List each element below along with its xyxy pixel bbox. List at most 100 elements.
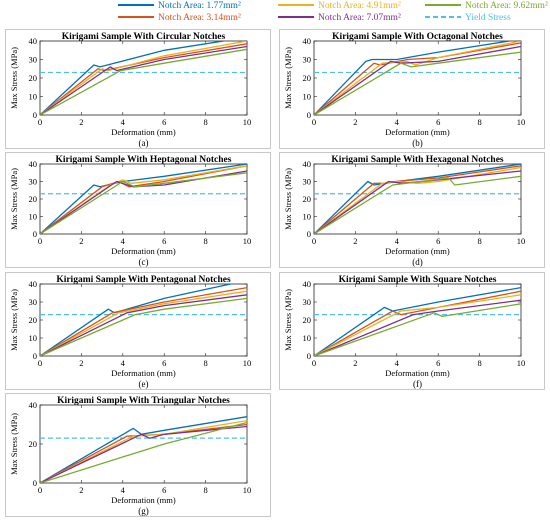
plot-area (39, 283, 248, 357)
series-line (40, 421, 247, 483)
y-tick-label: 20 (29, 194, 38, 204)
x-tick-label: 8 (477, 236, 481, 246)
x-tick-label: 0 (38, 358, 42, 368)
x-tick-label: 6 (162, 358, 166, 368)
x-tick-label: 4 (121, 358, 126, 368)
series-line (40, 425, 247, 483)
x-tick-label: 6 (162, 117, 166, 127)
x-tick-label: 0 (312, 117, 316, 127)
y-tick-label: 40 (29, 36, 38, 46)
series-line (40, 41, 228, 115)
x-axis-label: Deformation (mm) (111, 246, 176, 256)
y-tick-label: 10 (303, 92, 312, 102)
y-tick-label: 40 (29, 279, 38, 289)
x-tick-label: 2 (79, 485, 83, 495)
x-tick-label: 4 (395, 358, 400, 368)
y-tick-label: 10 (303, 212, 312, 222)
chart-panel-circular: Kirigami Sample With Circular Notches 0 2 4… (5, 29, 271, 149)
y-tick-label: 0 (307, 110, 311, 120)
legend-label: Notch Area: 1.77mm² (158, 1, 241, 11)
plot-area (39, 40, 248, 116)
x-tick-label: 6 (436, 358, 440, 368)
y-tick-label: 40 (303, 159, 312, 169)
chart-panel-heptagonal: Kirigami Sample With Heptagonal Notches 0… (5, 152, 271, 268)
y-tick-label: 0 (307, 351, 311, 361)
y-tick-label: 30 (29, 297, 38, 307)
chart-panel-hexagonal: Kirigami Sample With Hexagonal Notches 0 2… (279, 152, 545, 268)
x-tick-label: 6 (162, 485, 166, 495)
chart-title: Kirigami Sample With Heptagonal Notches (56, 155, 232, 165)
chart-panel-octagonal: Kirigami Sample With Octagonal Notches 0 2… (279, 29, 545, 149)
y-tick-label: 0 (307, 229, 311, 239)
x-tick-label: 8 (203, 358, 207, 368)
x-tick-label: 2 (353, 236, 357, 246)
y-tick-label: 0 (33, 478, 37, 488)
series-line (314, 299, 521, 356)
y-axis-label: Max Stress (MPa) (9, 168, 19, 230)
chart-title: Kirigami Sample With Circular Notches (62, 32, 226, 42)
y-tick-label: 20 (303, 315, 312, 325)
y-tick-label: 30 (29, 55, 38, 65)
x-tick-label: 6 (436, 236, 440, 246)
x-tick-label: 8 (203, 485, 207, 495)
chart-title: Kirigami Sample With Square Notches (339, 275, 497, 285)
chart-title: Kirigami Sample With Pentagonal Notches (56, 275, 231, 285)
x-tick-label: 8 (477, 358, 481, 368)
chart-title: Kirigami Sample With Hexagonal Notches (331, 155, 504, 165)
panel-caption: (f) (413, 379, 422, 389)
y-tick-label: 30 (303, 297, 312, 307)
y-tick-label: 0 (33, 229, 37, 239)
x-axis-label: Deformation (mm) (385, 368, 450, 378)
x-tick-label: 0 (38, 236, 42, 246)
panel-caption: (g) (138, 506, 149, 516)
x-tick-label: 6 (162, 236, 166, 246)
series-line (40, 419, 247, 483)
panel-caption: (d) (412, 257, 423, 267)
series-line (314, 294, 521, 356)
x-axis-label: Deformation (mm) (111, 495, 176, 505)
plot-area (313, 163, 522, 235)
y-tick-label: 30 (29, 177, 38, 187)
legend-item: Notch Area: 3.14mm² (118, 13, 241, 23)
y-tick-label: 10 (29, 92, 38, 102)
y-tick-label: 40 (29, 400, 38, 410)
y-axis-label: Max Stress (MPa) (9, 289, 19, 351)
legend-item: Notch Area: 4.91mm² (278, 1, 401, 11)
x-tick-label: 8 (477, 117, 481, 127)
x-tick-label: 2 (79, 358, 83, 368)
series-line (40, 45, 247, 115)
x-tick-label: 4 (395, 117, 400, 127)
y-tick-label: 10 (303, 333, 312, 343)
x-tick-label: 4 (121, 485, 126, 495)
series-line (40, 297, 247, 356)
chart-panel-triangular: Kirigami Sample With Triangular Notches 0… (5, 393, 271, 517)
y-tick-label: 0 (33, 110, 37, 120)
x-axis-label: Deformation (mm) (111, 127, 176, 137)
legend-label: Notch Area: 4.91mm² (318, 1, 401, 11)
x-tick-label: 0 (312, 236, 316, 246)
x-tick-label: 2 (353, 358, 357, 368)
y-tick-label: 20 (29, 315, 38, 325)
x-tick-label: 10 (517, 358, 526, 368)
x-tick-label: 0 (312, 358, 316, 368)
y-tick-label: 10 (29, 333, 38, 343)
series-line (314, 51, 521, 115)
x-tick-label: 0 (38, 485, 42, 495)
series-line (40, 286, 247, 356)
x-tick-label: 2 (79, 117, 83, 127)
series-line (314, 303, 521, 356)
panel-caption: (a) (139, 138, 149, 148)
series-line (40, 48, 247, 115)
chart-panel-pentagonal: Kirigami Sample With Pentagonal Notches 0… (5, 272, 271, 390)
legend-label: Notch Area: 9.62mm² (465, 1, 548, 11)
x-tick-label: 10 (517, 117, 526, 127)
x-axis-label: Deformation (mm) (385, 246, 450, 256)
y-tick-label: 40 (303, 36, 312, 46)
series-line (40, 294, 247, 356)
series-line (314, 41, 514, 115)
y-axis-label: Max Stress (MPa) (283, 47, 293, 109)
x-tick-label: 4 (121, 236, 126, 246)
y-axis-label: Max Stress (MPa) (283, 289, 293, 351)
y-axis-label: Max Stress (MPa) (283, 168, 293, 230)
chart-panel-square: Kirigami Sample With Square Notches 0 2 4 6 8… (279, 272, 545, 390)
